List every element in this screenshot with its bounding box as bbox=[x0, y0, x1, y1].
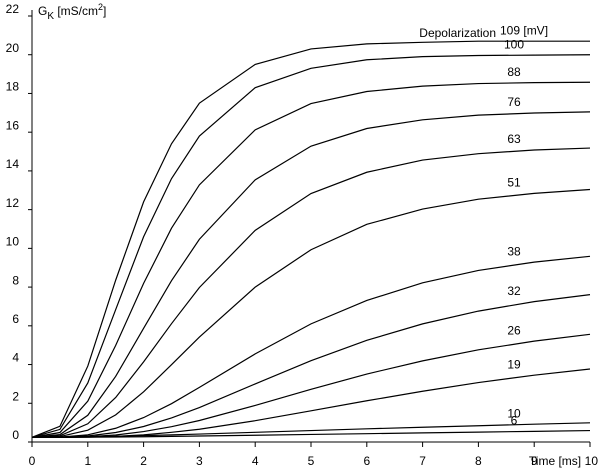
x-axis-label: Time [ms] bbox=[529, 454, 581, 468]
series-label: 76 bbox=[507, 95, 521, 109]
y-tick-label: 2 bbox=[12, 389, 19, 403]
series-label: 109 [mV] bbox=[500, 23, 548, 37]
series-line bbox=[31, 40, 590, 438]
x-tick-label: 8 bbox=[475, 454, 482, 468]
x-tick-label: 9 bbox=[531, 454, 538, 468]
y-tick-label: 4 bbox=[12, 351, 19, 365]
series-line bbox=[31, 255, 591, 438]
x-tick-label: 2 bbox=[140, 454, 147, 468]
x-tick-label: 1 bbox=[84, 454, 91, 468]
y-axis-label: GK [mS/cm2] bbox=[38, 2, 106, 21]
series-label: 63 bbox=[507, 132, 521, 146]
series-line bbox=[31, 294, 591, 438]
y-label-sup: 2 bbox=[98, 2, 103, 12]
series-line bbox=[31, 81, 591, 438]
y-label-part: ] bbox=[103, 4, 106, 18]
y-tick-label: 22 bbox=[6, 2, 20, 16]
x-tick-label: 10 bbox=[585, 454, 599, 468]
series-label: 10 bbox=[507, 406, 521, 420]
series-label: 32 bbox=[507, 284, 521, 298]
series-line bbox=[31, 188, 591, 438]
y-tick-label: 12 bbox=[6, 196, 20, 210]
x-tick-label: 0 bbox=[29, 454, 36, 468]
x-tick-label: 4 bbox=[252, 454, 259, 468]
series-line bbox=[31, 147, 591, 438]
y-tick-label: 0 bbox=[12, 428, 19, 442]
series-label: 88 bbox=[507, 65, 521, 79]
y-label-sub: K bbox=[47, 11, 54, 22]
x-tick-label: 5 bbox=[308, 454, 315, 468]
series-label: 19 bbox=[507, 357, 521, 371]
y-tick-label: 8 bbox=[12, 273, 19, 287]
y-tick-label: 6 bbox=[12, 312, 19, 326]
series-label: 6 bbox=[511, 414, 518, 428]
series-line bbox=[31, 54, 591, 438]
y-label-part: G bbox=[38, 4, 47, 18]
y-tick-label: 16 bbox=[6, 118, 20, 132]
series-label: 38 bbox=[507, 244, 521, 258]
x-tick-label: 3 bbox=[196, 454, 203, 468]
y-tick-label: 10 bbox=[6, 235, 20, 249]
series-label: 26 bbox=[507, 323, 521, 337]
x-tick-label: 7 bbox=[419, 454, 426, 468]
x-tick-label: 6 bbox=[363, 454, 370, 468]
y-tick-label: 18 bbox=[6, 80, 20, 94]
series-line bbox=[31, 111, 591, 438]
y-label-part: [mS/cm bbox=[54, 4, 98, 18]
annotation: Depolarization bbox=[419, 26, 496, 40]
series-label: 100 bbox=[504, 37, 524, 51]
y-tick-label: 14 bbox=[6, 157, 20, 171]
y-tick-label: 20 bbox=[6, 41, 20, 55]
series-line bbox=[32, 429, 591, 438]
series-label: 51 bbox=[507, 176, 521, 190]
